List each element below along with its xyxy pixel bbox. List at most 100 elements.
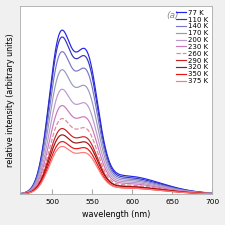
375 K [219,193,222,195]
375 K [27,192,30,194]
200 K [27,191,30,193]
Line: 140 K: 140 K [16,52,220,194]
140 K [145,180,148,183]
260 K [15,193,18,195]
200 K [191,191,193,193]
170 K [219,192,222,195]
Line: 77 K: 77 K [16,30,220,194]
110 K [170,186,173,188]
230 K [191,191,193,193]
290 K [134,185,136,188]
320 K [134,185,136,188]
Line: 290 K: 290 K [16,128,220,194]
230 K [15,193,18,195]
290 K [61,127,63,130]
350 K [61,140,63,143]
Line: 375 K: 375 K [16,146,220,194]
350 K [219,193,222,195]
290 K [145,187,148,189]
170 K [15,193,18,195]
350 K [145,188,148,190]
77 K [219,192,222,195]
320 K [219,192,222,195]
230 K [27,191,30,193]
290 K [139,186,142,189]
200 K [61,88,63,91]
200 K [134,181,136,184]
320 K [139,186,142,189]
140 K [15,193,18,195]
110 K [145,179,148,182]
140 K [191,190,193,193]
260 K [139,184,142,187]
350 K [170,190,173,193]
110 K [15,193,18,195]
200 K [219,192,222,195]
350 K [134,187,136,190]
Line: 110 K: 110 K [16,37,220,194]
320 K [15,193,18,195]
260 K [134,184,136,187]
110 K [134,177,136,180]
320 K [61,133,63,136]
170 K [139,180,142,183]
170 K [145,182,148,184]
350 K [27,191,30,194]
140 K [219,192,222,195]
110 K [139,178,142,180]
Line: 230 K: 230 K [16,106,220,194]
375 K [134,187,136,190]
200 K [145,183,148,185]
260 K [191,191,193,194]
110 K [27,189,30,192]
350 K [15,193,18,195]
260 K [61,117,63,120]
230 K [219,192,222,195]
230 K [61,104,63,107]
140 K [61,50,63,53]
140 K [134,178,136,181]
350 K [139,187,142,190]
290 K [170,189,173,192]
X-axis label: wavelength (nm): wavelength (nm) [82,210,150,219]
320 K [145,187,148,189]
260 K [27,191,30,194]
77 K [15,193,18,195]
290 K [219,192,222,195]
200 K [170,187,173,190]
375 K [15,193,18,195]
200 K [15,193,18,195]
290 K [15,193,18,195]
290 K [191,191,193,194]
200 K [139,182,142,184]
77 K [170,185,173,188]
Line: 200 K: 200 K [16,89,220,194]
110 K [191,190,193,193]
Y-axis label: relative intensity (arbitrary units): relative intensity (arbitrary units) [6,33,15,167]
320 K [170,189,173,192]
260 K [219,192,222,195]
140 K [170,186,173,189]
320 K [191,191,193,194]
110 K [61,36,63,38]
77 K [145,178,148,180]
140 K [27,190,30,192]
230 K [170,188,173,191]
77 K [134,175,136,178]
375 K [61,145,63,148]
260 K [145,185,148,188]
77 K [61,29,64,32]
77 K [139,176,142,179]
140 K [139,179,142,182]
110 K [219,192,222,195]
290 K [27,191,30,194]
170 K [27,190,30,193]
230 K [139,183,142,186]
230 K [145,184,148,187]
375 K [139,187,142,190]
77 K [27,189,30,192]
Line: 350 K: 350 K [16,142,220,194]
375 K [191,192,193,194]
375 K [145,188,148,190]
Legend: 77 K, 110 K, 140 K, 170 K, 200 K, 230 K, 260 K, 290 K, 320 K, 350 K, 375 K: 77 K, 110 K, 140 K, 170 K, 200 K, 230 K,… [176,9,209,85]
